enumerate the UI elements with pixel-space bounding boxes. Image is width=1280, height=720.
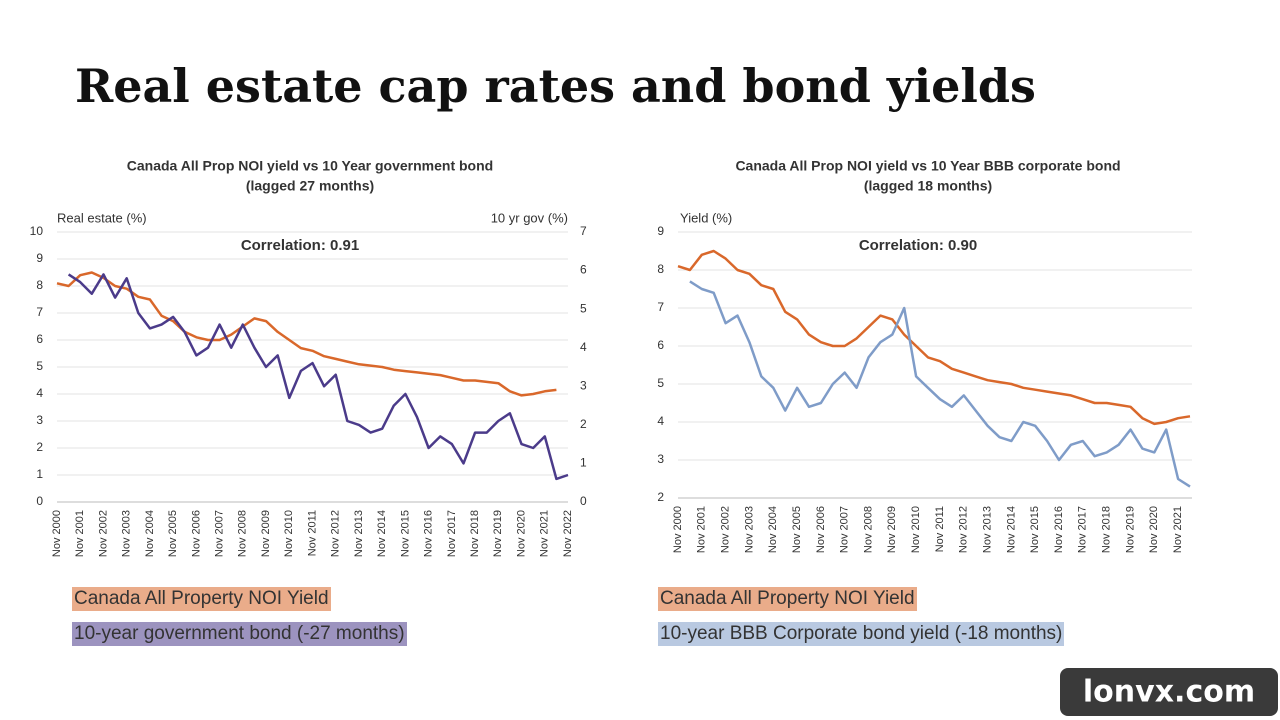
- chart-title: Canada All Prop NOI yield vs 10 Year BBB…: [735, 158, 1120, 174]
- x-tick-label: Nov 2013: [981, 506, 993, 553]
- x-tick-label: Nov 2018: [1101, 506, 1113, 553]
- legend-entry: Canada All Property NOI Yield: [72, 587, 331, 611]
- x-tick-label: Nov 2010: [910, 506, 922, 553]
- x-tick-label: Nov 2010: [283, 510, 295, 557]
- y2-tick-label: 5: [580, 301, 587, 315]
- y-tick-label: 3: [657, 452, 664, 466]
- x-tick-label: Nov 2005: [791, 506, 803, 553]
- x-tick-label: Nov 2005: [167, 510, 179, 557]
- x-tick-label: Nov 2013: [353, 510, 365, 557]
- x-tick-label: Nov 2021: [539, 510, 551, 557]
- x-tick-label: Nov 2019: [1124, 506, 1136, 553]
- x-tick-label: Nov 2002: [97, 510, 109, 557]
- legend-entry: 10-year BBB Corporate bond yield (-18 mo…: [658, 622, 1065, 646]
- x-tick-label: Nov 2015: [399, 510, 411, 557]
- legend-entry: Canada All Property NOI Yield: [658, 587, 917, 611]
- x-tick-label: Nov 2011: [306, 510, 318, 556]
- y-tick-label: 9: [657, 224, 664, 238]
- y-tick-label: 7: [657, 300, 664, 314]
- x-tick-label: Nov 2021: [1172, 506, 1184, 553]
- y-tick-label: 5: [36, 359, 43, 373]
- slide-title: Real estate cap rates and bond yields: [75, 59, 1036, 113]
- y-tick-label: 7: [36, 305, 43, 319]
- x-tick-label: Nov 2006: [190, 510, 202, 557]
- x-tick-label: Nov 2014: [1005, 506, 1017, 553]
- y-tick-label: 6: [657, 338, 664, 352]
- x-tick-label: Nov 2017: [1077, 506, 1089, 553]
- y2-axis-label: 10 yr gov (%): [491, 210, 568, 225]
- x-tick-label: Nov 2008: [237, 510, 249, 557]
- y-tick-label: 2: [657, 490, 664, 504]
- x-tick-label: Nov 2003: [121, 510, 133, 557]
- y2-tick-label: 2: [580, 417, 587, 431]
- x-tick-label: Nov 2001: [74, 510, 86, 557]
- x-tick-label: Nov 2009: [260, 510, 272, 557]
- y-axis-label: Yield (%): [680, 210, 732, 225]
- y-tick-label: 2: [36, 440, 43, 454]
- y2-tick-label: 4: [580, 340, 587, 354]
- y-tick-label: 3: [36, 413, 43, 427]
- y2-tick-label: 6: [580, 263, 587, 277]
- y-tick-label: 9: [36, 251, 43, 265]
- y-tick-label: 5: [657, 376, 664, 390]
- x-tick-label: Nov 2007: [839, 506, 851, 553]
- annotation: Correlation: 0.90: [859, 237, 977, 254]
- x-tick-label: Nov 2004: [767, 506, 779, 553]
- y-tick-label: 8: [657, 262, 664, 276]
- y2-tick-label: 3: [580, 378, 587, 392]
- x-tick-label: Nov 2019: [492, 510, 504, 557]
- chart-title: Canada All Prop NOI yield vs 10 Year gov…: [127, 158, 493, 174]
- x-tick-label: Nov 2004: [144, 510, 156, 557]
- y2-tick-label: 0: [580, 494, 587, 508]
- x-tick-label: Nov 2015: [1029, 506, 1041, 553]
- x-tick-label: Nov 2011: [934, 506, 946, 552]
- x-tick-label: Nov 2000: [51, 510, 63, 557]
- y-tick-label: 0: [36, 494, 43, 508]
- x-tick-label: Nov 2000: [672, 506, 684, 553]
- x-tick-label: Nov 2001: [696, 506, 708, 553]
- y2-tick-label: 7: [580, 224, 587, 238]
- y-tick-label: 6: [36, 332, 43, 346]
- series-line: [689, 280, 1191, 488]
- legend-entry: 10-year government bond (-27 months): [72, 622, 407, 646]
- chart-subtitle: (lagged 18 months): [864, 178, 992, 194]
- y-tick-label: 8: [36, 278, 43, 292]
- x-tick-label: Nov 2016: [1053, 506, 1065, 553]
- y-tick-label: 4: [36, 386, 43, 400]
- x-tick-label: Nov 2008: [862, 506, 874, 553]
- y-axis-label: Real estate (%): [57, 210, 147, 225]
- x-tick-label: Nov 2018: [469, 510, 481, 557]
- y-tick-label: 10: [30, 224, 44, 238]
- series-line: [56, 271, 557, 397]
- chart-subtitle: (lagged 27 months): [246, 178, 374, 194]
- x-tick-label: Nov 2014: [376, 510, 388, 557]
- x-tick-label: Nov 2003: [743, 506, 755, 553]
- y2-tick-label: 1: [580, 456, 587, 470]
- y-tick-label: 4: [657, 414, 664, 428]
- x-tick-label: Nov 2020: [1148, 506, 1160, 553]
- x-tick-label: Nov 2012: [958, 506, 970, 553]
- watermark-box: [1060, 668, 1278, 716]
- watermark: lonvx.com: [1083, 675, 1255, 710]
- annotation: Correlation: 0.91: [241, 237, 359, 254]
- x-tick-label: Nov 2007: [213, 510, 225, 557]
- x-tick-label: Nov 2002: [720, 506, 732, 553]
- x-tick-label: Nov 2016: [423, 510, 435, 557]
- x-tick-label: Nov 2009: [886, 506, 898, 553]
- x-tick-label: Nov 2006: [815, 506, 827, 553]
- x-tick-label: Nov 2017: [446, 510, 458, 557]
- y-tick-label: 1: [36, 467, 43, 481]
- x-tick-label: Nov 2020: [515, 510, 527, 557]
- series-line: [677, 249, 1191, 426]
- x-tick-label: Nov 2012: [330, 510, 342, 557]
- x-tick-label: Nov 2022: [562, 510, 574, 557]
- series-line: [67, 273, 569, 481]
